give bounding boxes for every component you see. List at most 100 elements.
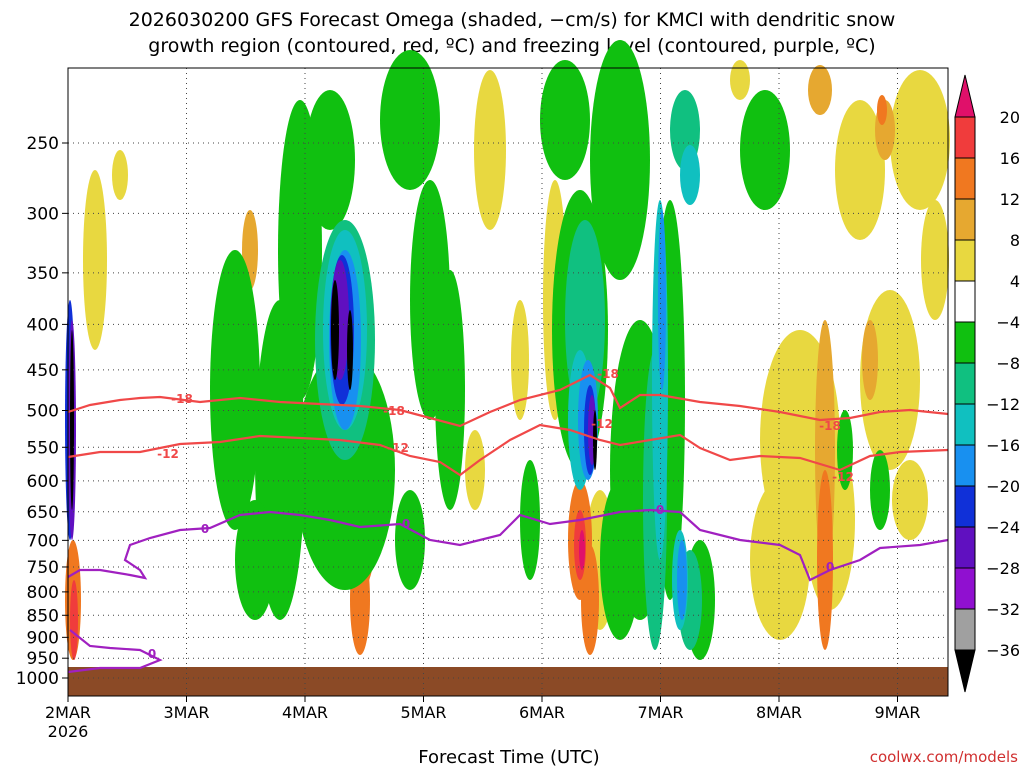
contours: -18 -18 -18 -18 -12 -12 -12 -12 0 0 0 0 0: [67, 367, 949, 674]
colorbar-swatch: [954, 116, 976, 159]
omega-shade-region: [70, 580, 78, 660]
plot-area: -18 -18 -18 -18 -12 -12 -12 -12 0 0 0 0 0: [65, 40, 950, 697]
contour-label: -18: [597, 367, 619, 381]
colorbar-swatch: [954, 567, 976, 610]
omega-shade-region: [511, 300, 529, 420]
omega-shade-region: [817, 470, 833, 650]
contour-label: -12: [157, 447, 179, 461]
dgz-contour-minus18: [67, 373, 949, 428]
contour-label: -18: [171, 392, 193, 406]
y-tick-label: 750: [27, 558, 59, 578]
omega-shade-region: [680, 145, 700, 205]
grid-lines: [67, 68, 948, 696]
x-tick-label: 9MAR: [874, 703, 920, 722]
contour-label: 0: [201, 522, 209, 536]
x-tick-label: 6MAR: [519, 703, 565, 722]
omega-shade-region: [892, 460, 928, 540]
y-tick-label: 250: [27, 134, 59, 154]
colorbar-bottom-arrow: [954, 649, 976, 693]
y-tick-label: 700: [27, 531, 59, 551]
omega-shade-region: [835, 100, 885, 240]
omega-shade-region: [677, 540, 687, 620]
colorbar-label: −32: [986, 600, 1020, 619]
x-tick-year-label: 2026: [48, 722, 89, 741]
colorbar-swatch: [954, 239, 976, 282]
credit-text: coolwx.com/models: [870, 748, 1018, 766]
colorbar-label: −24: [986, 518, 1020, 537]
omega-shade-region: [579, 530, 585, 570]
plot-frame: [67, 67, 949, 697]
contour-label: -12: [387, 441, 409, 455]
y-tick-label: 350: [27, 264, 59, 284]
omega-shade-region: [380, 50, 440, 190]
omega-shade-region: [331, 280, 339, 380]
x-tick-label: 3MAR: [163, 703, 209, 722]
freezing-contour-0-low: [67, 629, 163, 674]
omega-shading: [65, 40, 950, 660]
omega-shade-region: [235, 500, 275, 620]
omega-shade-region: [520, 460, 540, 580]
omega-shade-region: [395, 490, 425, 590]
colorbar-swatch: [954, 280, 976, 323]
colorbar-label: −16: [986, 436, 1020, 455]
ground-shading: [68, 667, 948, 696]
omega-shade-region: [808, 65, 832, 115]
x-tick-label: 8MAR: [756, 703, 802, 722]
omega-shade-region: [593, 410, 597, 470]
contour-label: 0: [148, 647, 156, 661]
omega-shade-region: [347, 310, 353, 390]
omega-shade-region: [83, 170, 107, 350]
y-tick-label: 1000: [16, 669, 59, 689]
x-tick-label: 7MAR: [637, 703, 683, 722]
omega-shade-region: [305, 90, 355, 230]
y-tick-label: 850: [27, 606, 59, 626]
chart-title-line1: 2026030200 GFS Forecast Omega (shaded, −…: [129, 9, 896, 31]
colorbar-label: 8: [1010, 231, 1020, 250]
omega-shade-region: [435, 270, 465, 510]
colorbar-swatch: [954, 321, 976, 364]
y-tick-label: 950: [27, 649, 59, 669]
omega-shade-region: [590, 40, 650, 280]
x-axis: 2MAR 3MAR 4MAR 5MAR 6MAR 7MAR 8MAR 9MAR 2026: [45, 696, 921, 741]
omega-shade-region: [877, 95, 887, 125]
y-axis: 2503003504004505005506006507007508008509…: [16, 134, 68, 689]
colorbar-swatch: [954, 157, 976, 200]
colorbar-top-arrow: [954, 74, 976, 118]
freezing-contour-0: [67, 508, 949, 582]
colorbar-label: 4: [1010, 272, 1020, 291]
contour-label: 0: [826, 560, 834, 574]
colorbar-label: −4: [996, 313, 1020, 332]
omega-shade-region: [70, 330, 74, 510]
omega-shade-region: [295, 350, 395, 590]
omega-shade-region: [474, 70, 506, 230]
x-tick-label: 4MAR: [282, 703, 328, 722]
y-tick-label: 600: [27, 472, 59, 492]
y-tick-label: 650: [27, 503, 59, 523]
omega-shade-region: [862, 320, 878, 400]
omega-shade-region: [870, 450, 890, 530]
colorbar-swatch: [954, 485, 976, 528]
omega-shade-region: [210, 250, 260, 530]
omega-shade-region: [112, 150, 128, 200]
contour-label: -18: [819, 419, 841, 433]
y-tick-label: 300: [27, 204, 59, 224]
chart-title-line2: growth region (contoured, red, ºC) and f…: [148, 35, 875, 57]
colorbar-swatch: [954, 526, 976, 569]
omega-shade-region: [540, 60, 590, 180]
colorbar-label: −8: [996, 354, 1020, 373]
colorbar-swatch: [954, 403, 976, 446]
colorbar-label: −36: [986, 641, 1020, 660]
y-tick-label: 800: [27, 583, 59, 603]
omega-shade-region: [581, 545, 599, 655]
x-tick-label: 2MAR: [45, 703, 91, 722]
colorbar-label: 20: [1000, 108, 1020, 127]
omega-shade-region: [740, 90, 790, 210]
omega-shade-region: [730, 60, 750, 100]
y-tick-label: 900: [27, 628, 59, 648]
colorbar-swatch: [954, 362, 976, 405]
dgz-contour-minus12: [67, 423, 949, 477]
colorbar-label: −12: [986, 395, 1020, 414]
omega-shade-region: [465, 430, 485, 510]
y-tick-label: 400: [27, 315, 59, 335]
